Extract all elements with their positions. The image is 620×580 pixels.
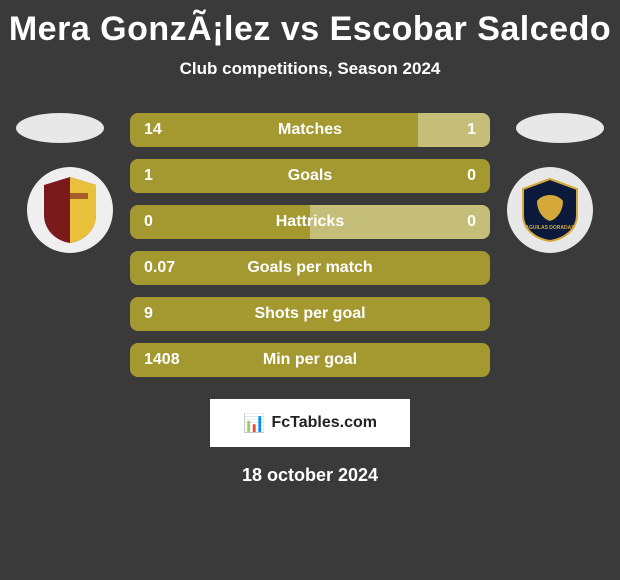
stat-segment-right <box>310 205 490 239</box>
stat-segment-left <box>130 205 310 239</box>
chart-icon: 📊 <box>243 413 265 434</box>
stat-value-right: 0 <box>467 159 476 193</box>
stat-value-left: 0 <box>144 205 153 239</box>
brand-text: FcTables.com <box>271 414 377 432</box>
brand-box[interactable]: 📊 FcTables.com <box>210 399 410 447</box>
team-badge-right: AGUILAS DORADAS <box>507 167 593 253</box>
stat-segment-left <box>130 297 490 331</box>
stat-row: Shots per goal9 <box>130 297 490 331</box>
stat-value-right: 0 <box>467 205 476 239</box>
stat-value-left: 1408 <box>144 343 180 377</box>
aguilas-shield-icon: AGUILAS DORADAS <box>515 175 585 245</box>
stat-value-left: 9 <box>144 297 153 331</box>
stat-value-left: 0.07 <box>144 251 175 285</box>
stat-value-left: 1 <box>144 159 153 193</box>
team-badge-left <box>27 167 113 253</box>
stat-row: Goals10 <box>130 159 490 193</box>
footer-date: 18 october 2024 <box>0 465 620 486</box>
stat-row: Hattricks00 <box>130 205 490 239</box>
badge-text-right: AGUILAS DORADAS <box>525 225 575 231</box>
stat-row: Matches141 <box>130 113 490 147</box>
stat-value-left: 14 <box>144 113 162 147</box>
stat-segment-left <box>130 159 490 193</box>
page-title: Mera GonzÃ¡lez vs Escobar Salcedo <box>0 0 620 49</box>
stat-value-right: 1 <box>467 113 476 147</box>
stat-segment-left <box>130 113 418 147</box>
player-marker-left <box>16 113 104 143</box>
player-marker-right <box>516 113 604 143</box>
stat-row: Goals per match0.07 <box>130 251 490 285</box>
stat-segment-left <box>130 343 490 377</box>
tolima-shield-icon <box>40 175 100 245</box>
stat-row: Min per goal1408 <box>130 343 490 377</box>
stat-segment-left <box>130 251 490 285</box>
page-subtitle: Club competitions, Season 2024 <box>0 59 620 79</box>
stat-bars: Matches141Goals10Hattricks00Goals per ma… <box>130 113 490 377</box>
comparison-panel: AGUILAS DORADAS Matches141Goals10Hattric… <box>0 113 620 486</box>
stat-segment-right <box>418 113 490 147</box>
